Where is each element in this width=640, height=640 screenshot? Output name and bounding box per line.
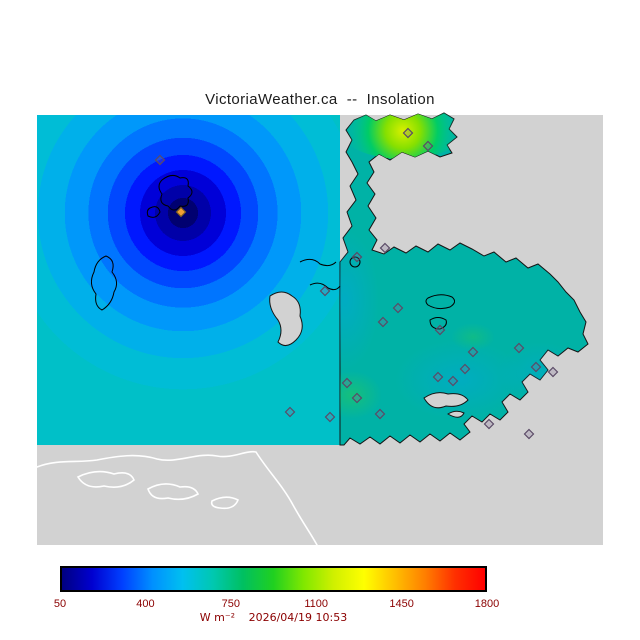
station-marker <box>402 127 414 139</box>
station-marker <box>434 324 446 336</box>
tick-label: 750 <box>221 598 240 610</box>
station-marker <box>319 285 331 297</box>
station-marker <box>523 428 535 440</box>
timestamp: 2026/04/19 10:53 <box>248 611 348 624</box>
no-data-inlets <box>269 291 469 418</box>
station-marker <box>377 316 389 328</box>
colorbar-caption: W m⁻² 2026/04/19 10:53 <box>60 611 487 624</box>
tick-label: 1800 <box>474 598 500 610</box>
station-marker <box>154 154 166 166</box>
station-marker <box>513 342 525 354</box>
station-marker <box>341 377 353 389</box>
sea-insolation-field <box>37 115 340 445</box>
tick-label: 50 <box>53 598 67 610</box>
units-label: W m⁻² <box>199 611 236 624</box>
station-marker <box>379 242 391 254</box>
station-marker <box>324 411 336 423</box>
station-marker <box>483 418 495 430</box>
page-title: VictoriaWeather.ca -- Insolation <box>205 91 435 108</box>
tick-label: 1100 <box>304 598 329 610</box>
station-markers <box>154 127 559 440</box>
station-marker <box>447 375 459 387</box>
station-marker <box>459 363 471 375</box>
station-marker <box>432 371 444 383</box>
station-marker <box>374 408 386 420</box>
station-marker <box>547 366 559 378</box>
tick-label: 400 <box>136 598 155 610</box>
station-marker <box>530 361 542 373</box>
station-marker <box>422 140 434 152</box>
station-marker <box>175 206 187 218</box>
white-coastline <box>36 450 318 546</box>
colorbar-gradient <box>62 568 485 590</box>
coastline-detail <box>90 174 456 330</box>
station-marker <box>351 251 363 263</box>
station-marker <box>284 406 296 418</box>
station-marker <box>392 302 404 314</box>
station-marker <box>467 346 479 358</box>
station-marker <box>351 392 363 404</box>
tick-label: 1450 <box>389 598 414 610</box>
colorbar-ticks: 50 400 750 1100 1450 1800 <box>54 598 499 611</box>
colorbar <box>60 566 487 592</box>
